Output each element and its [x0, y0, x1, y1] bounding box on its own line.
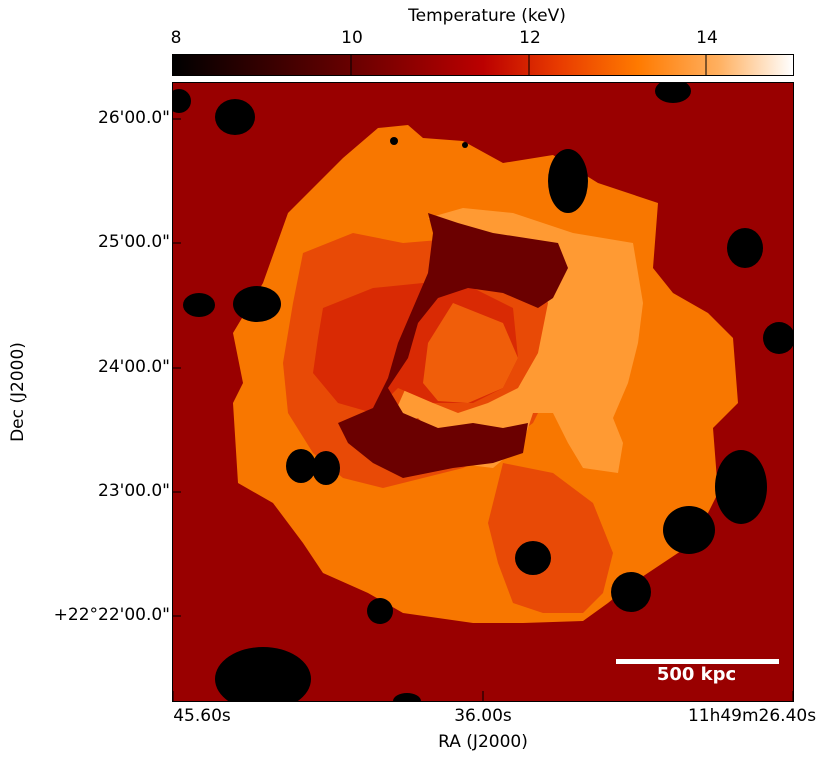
x-tick-label: 36.00s	[454, 706, 512, 726]
lower-right-region	[488, 463, 613, 613]
colorbar-gradient	[173, 55, 793, 75]
colorbar-tick-label: 12	[519, 28, 541, 48]
bright-arc-region	[388, 208, 643, 473]
dark-ridge-region	[338, 213, 568, 478]
x-axis-label: RA (J2000)	[438, 732, 528, 752]
y-tick-label: 26'00.0"	[98, 108, 170, 128]
temperature-map	[172, 82, 794, 702]
scale-bar-label: 500 kpc	[656, 664, 737, 685]
temperature-map-image	[173, 83, 793, 701]
colorbar-tick-label: 14	[696, 28, 718, 48]
y-tick-label: 23'00.0"	[98, 481, 170, 501]
y-tick-label: 24'00.0"	[98, 357, 170, 377]
y-tick-label: +22°22'00.0"	[53, 605, 170, 625]
point-source-masks	[173, 83, 793, 701]
y-tick-label: 25'00.0"	[98, 232, 170, 252]
colorbar-tick-label: 10	[341, 28, 363, 48]
scale-bar	[616, 659, 779, 664]
colorbar-title: Temperature (keV)	[408, 6, 566, 26]
x-tick-label: 45.60s	[173, 706, 231, 726]
temperature-colorbar	[172, 54, 794, 76]
core-center-region	[423, 303, 518, 403]
colorbar-tick-label: 8	[170, 28, 182, 48]
y-axis-label: Dec (J2000)	[8, 342, 28, 442]
x-tick-label: 11h49m26.40s	[687, 706, 817, 726]
